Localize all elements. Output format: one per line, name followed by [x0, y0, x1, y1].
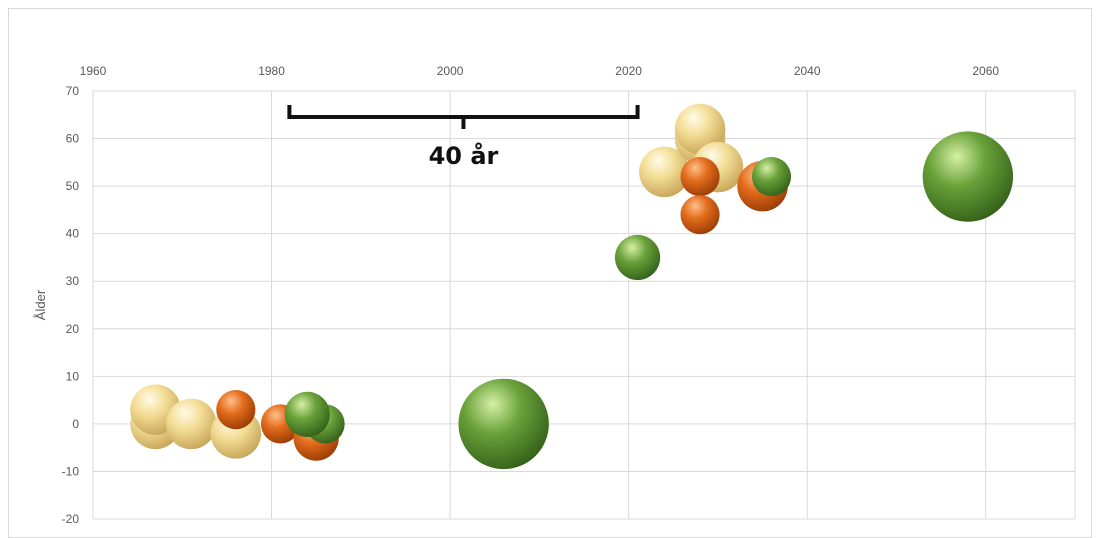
y-tick-label: 40 — [66, 227, 80, 241]
y-tick-label: 10 — [66, 369, 80, 383]
annotation-label: 40 år — [429, 141, 499, 170]
x-axis-ticks: 1960 1980 2000 2020 2040 2060 — [80, 64, 1000, 78]
x-tick-label: 2000 — [437, 64, 464, 78]
annotation: 40 år — [287, 105, 640, 170]
y-tick-label: 0 — [72, 417, 79, 431]
bubble-green — [922, 131, 1014, 222]
chart-frame — [8, 8, 1092, 538]
gridlines — [92, 90, 1076, 520]
bubble-green — [284, 391, 330, 437]
y-tick-label: -10 — [62, 464, 80, 478]
y-tick-label: 30 — [66, 274, 80, 288]
bubble-cream — [674, 103, 726, 155]
bubble-green — [458, 378, 549, 470]
bubble-green — [751, 157, 792, 197]
y-axis-title: Ålder — [33, 289, 48, 320]
y-tick-label: 50 — [66, 179, 80, 193]
bubble-orange — [680, 157, 720, 197]
x-tick-label: 2060 — [972, 64, 999, 78]
x-tick-label: 2020 — [615, 64, 642, 78]
y-tick-label: 60 — [66, 132, 80, 146]
bubbles — [130, 103, 1014, 470]
bubble-cream — [165, 398, 217, 450]
y-tick-label: 70 — [66, 84, 80, 98]
y-axis-ticks: 70 60 50 40 30 20 10 0 -10 -20 — [62, 84, 80, 526]
bubble-orange — [680, 195, 720, 235]
y-tick-label: -20 — [62, 512, 80, 526]
bubble-green — [614, 234, 661, 281]
x-tick-label: 2040 — [794, 64, 821, 78]
x-tick-label: 1960 — [80, 64, 107, 78]
bubble-orange — [216, 390, 256, 430]
x-tick-label: 1980 — [258, 64, 285, 78]
y-tick-label: 20 — [66, 322, 80, 336]
annotation-bracket — [287, 105, 640, 130]
bubble-cream — [639, 146, 690, 198]
